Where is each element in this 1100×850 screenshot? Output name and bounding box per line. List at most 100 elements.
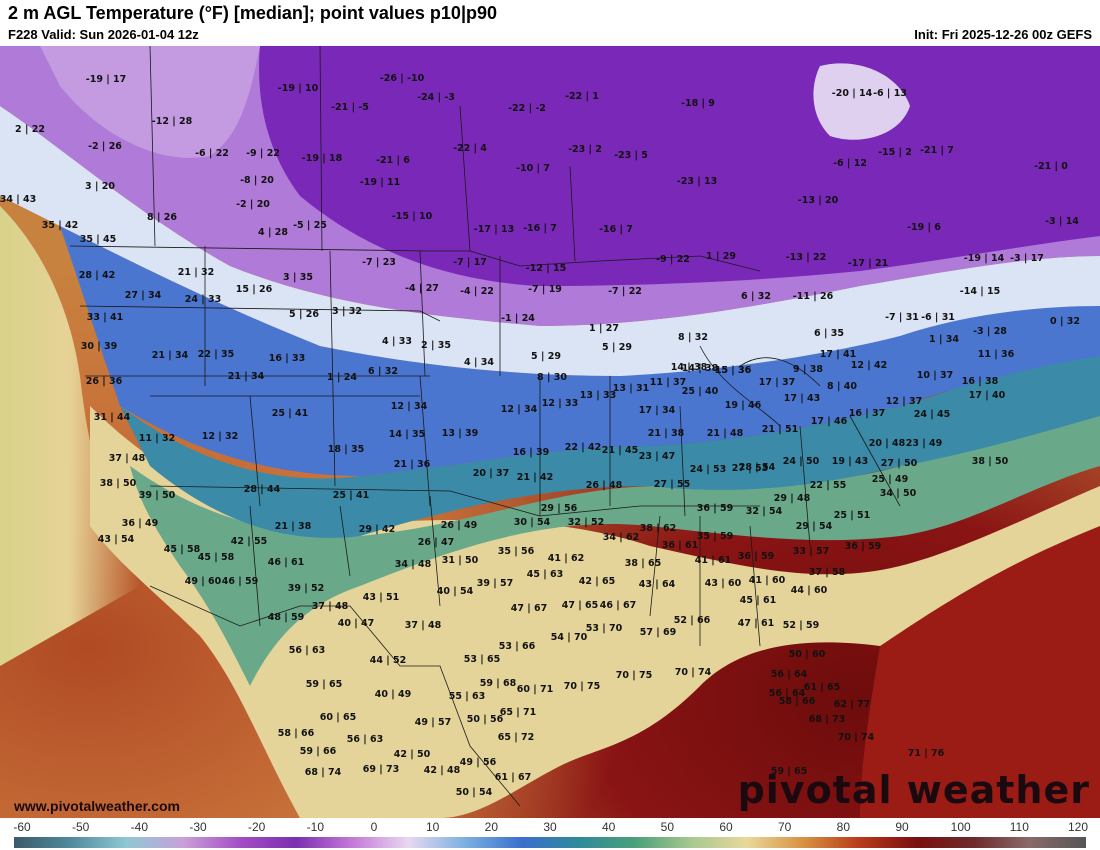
point-value-label: 47 | 61 (738, 618, 775, 629)
point-value-label: 45 | 58 (164, 544, 201, 555)
valid-time: F228 Valid: Sun 2026-01-04 12z (8, 27, 199, 42)
point-value-label: -7 | 19 (528, 284, 562, 295)
point-value-label: 35 | 42 (42, 220, 79, 231)
point-value-label: 35 | 56 (498, 546, 535, 557)
colorbar-tick-label: 20 (484, 820, 499, 834)
colorbar-tick-label: 30 (543, 820, 557, 834)
point-value-label: 36 | 61 (662, 540, 699, 551)
map-canvas: -19 | 17 2 | 22 -2 | 26 3 | 20 34 | 43 35 | 4… (0, 46, 1100, 818)
point-value-label: 70 | 74 (838, 732, 875, 743)
point-value-label: 10 | 37 (917, 370, 954, 381)
point-value-label: 8 | 40 (827, 381, 857, 392)
point-value-label: 1 | 27 (589, 323, 619, 334)
point-value-label: 25 | 41 (272, 408, 309, 419)
point-value-label: 26 | 49 (441, 520, 478, 531)
point-value-label: 17 | 34 (639, 405, 676, 416)
point-value-label: 65 | 71 (500, 707, 537, 718)
band-50s (90, 406, 1100, 818)
temperature-map[interactable]: -19 | 17 2 | 22 -2 | 26 3 | 20 34 | 43 35 | 4… (0, 46, 1100, 818)
point-value-label: 56 | 63 (289, 645, 326, 656)
point-value-label: 38 | 65 (625, 558, 662, 569)
point-value-label: 37 | 48 (109, 453, 146, 464)
colorbar-tick-label: -60 (13, 820, 31, 834)
point-value-label: -7 | 22 (608, 286, 642, 297)
point-value-label: -7 | 17 (453, 257, 487, 268)
point-value-label: 19 | 43 (832, 456, 869, 467)
point-value-label: 42 | 48 (424, 765, 461, 776)
point-value-label: 58 | 66 (779, 696, 816, 707)
point-value-label: -8 | 20 (240, 175, 274, 186)
point-value-label: 17 | 41 (820, 349, 857, 360)
point-value-label: 14 | 38 (671, 362, 708, 373)
point-value-label: 23 | 47 (639, 451, 676, 462)
point-value-label: 28 | 44 (244, 484, 281, 495)
point-value-label: 48 | 59 (268, 612, 305, 623)
point-value-label: 45 | 63 (527, 569, 564, 580)
colorbar-strip (14, 837, 1086, 848)
point-value-label: 26 | 47 (418, 537, 455, 548)
colorbar-tick-label: 10 (425, 820, 440, 834)
point-value-label: 26 | 36 (86, 376, 123, 387)
point-value-label: 43 | 60 (705, 578, 742, 589)
point-value-label: 58 | 66 (278, 728, 315, 739)
point-value-label: 24 | 50 (783, 456, 820, 467)
point-value-label: 13 | 39 (442, 428, 479, 439)
point-value-label: 29 | 54 (796, 521, 833, 532)
point-value-label: 4 | 34 (464, 357, 494, 368)
point-value-label: 9 | 38 (793, 364, 823, 375)
point-value-label: 21 | 34 (228, 371, 265, 382)
point-value-label: 47 | 67 (511, 603, 548, 614)
colorbar-tick-label: -30 (189, 820, 207, 834)
point-value-label: 65 | 72 (498, 732, 535, 743)
point-value-label: -6 | 13 (873, 88, 907, 99)
colorbar-tick-label: 0 (370, 820, 378, 834)
colorbar-tick-label: 80 (836, 820, 851, 834)
point-value-label: -1 | 24 (501, 313, 535, 324)
point-value-label: 8 | 26 (147, 212, 177, 223)
point-value-label: 45 | 58 (198, 552, 235, 563)
point-value-label: 22 | 55 (810, 480, 847, 491)
point-value-label: -18 | 9 (681, 98, 715, 109)
point-value-label: 59 | 65 (771, 766, 808, 777)
point-value-label: 3 | 32 (332, 306, 362, 317)
point-value-label: 38 | 50 (100, 478, 137, 489)
point-value-label: 31 | 50 (442, 555, 479, 566)
colorbar-tick-label: 100 (950, 820, 971, 834)
point-value-label: 15 | 36 (715, 365, 752, 376)
point-value-label: -7 | 31 (885, 312, 919, 323)
point-value-label: -20 | 14 (832, 88, 873, 99)
point-value-label: -3 | 17 (1010, 253, 1044, 264)
point-value-label: 12 | 32 (202, 431, 239, 442)
point-value-label: 56 | 63 (347, 734, 384, 745)
point-value-label: 53 | 66 (499, 641, 536, 652)
point-value-label: 29 | 42 (359, 524, 396, 535)
point-value-label: 38 | 62 (640, 523, 677, 534)
point-value-label: -26 | -10 (380, 73, 425, 84)
point-value-label: 12 | 34 (501, 404, 538, 415)
point-value-label: 39 | 52 (288, 583, 325, 594)
point-value-label: 26 | 48 (586, 480, 623, 491)
point-value-label: -19 | 11 (360, 177, 400, 188)
colorbar-tick-label: 60 (719, 820, 733, 834)
point-value-label: 21 | 34 (152, 350, 189, 361)
point-value-label: 38 | 50 (972, 456, 1009, 467)
point-value-label: 37 | 48 (312, 601, 349, 612)
point-value-label: 62 | 77 (834, 699, 871, 710)
point-value-label: 41 | 61 (695, 555, 732, 566)
point-value-label: -6 | 31 (921, 312, 955, 323)
point-value-label: 61 | 67 (495, 772, 532, 783)
point-value-label: 57 | 69 (640, 627, 677, 638)
watermark-url: www.pivotalweather.com (14, 798, 180, 814)
point-value-label: -9 | 22 (246, 148, 280, 159)
point-value-label: 21 | 38 (648, 428, 685, 439)
colorbar-tick-label: 70 (777, 820, 792, 834)
point-value-label: 18 | 35 (328, 444, 365, 455)
point-value-label: 22 | 42 (565, 442, 602, 453)
point-value-label: -4 | 27 (405, 283, 439, 294)
point-value-label: 11 | 37 (650, 377, 687, 388)
point-value-label: 29 | 48 (774, 493, 811, 504)
point-value-label: 46 | 59 (222, 576, 259, 587)
point-value-label: 12 | 37 (886, 396, 923, 407)
point-value-label: 43 | 54 (98, 534, 135, 545)
point-value-label: 32 | 54 (746, 506, 783, 517)
